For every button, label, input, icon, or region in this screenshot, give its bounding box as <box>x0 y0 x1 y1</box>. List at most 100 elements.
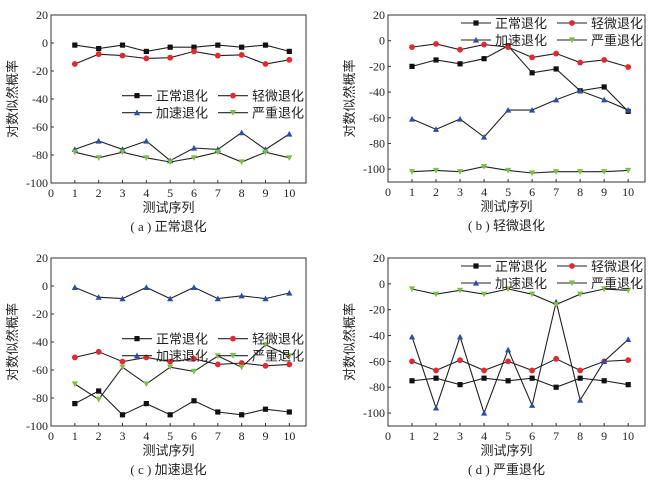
series-line <box>74 286 290 300</box>
marker-triangle-up <box>577 397 584 403</box>
marker-square <box>577 375 583 381</box>
series-line <box>411 301 629 415</box>
marker-circle <box>119 52 126 59</box>
subplot-d: 0 1 2 3 4 5 6 7 8 9 10 -100 -80 -60 -40 -20 0 20 测试序列 对数似然概… <box>330 241 660 482</box>
marker-square <box>262 406 269 412</box>
legend-label: 加速退化 <box>156 106 208 121</box>
x-tick-label: 2 <box>96 429 102 443</box>
y-tick-label: -100 <box>26 419 48 433</box>
subplot-caption: ( c ) 加速退化 <box>130 462 206 477</box>
marker-triangle-down <box>167 159 174 166</box>
marker-square <box>167 412 173 418</box>
marker-triangle-up <box>95 294 102 300</box>
marker-triangle-down <box>238 364 245 371</box>
x-tick-label: 2 <box>433 185 439 199</box>
x-tick-label: 10 <box>283 429 295 443</box>
chart-a: 0 1 2 3 4 5 6 7 8 9 10 -100 -80 -60 -40 -20 0 20 测试序列 对数似然概… <box>5 8 307 234</box>
marker-triangle-down <box>577 169 584 175</box>
marker-triangle-down <box>238 159 245 166</box>
x-tick-label: 3 <box>457 185 463 199</box>
marker-triangle-up <box>504 346 512 353</box>
series-line <box>74 50 290 65</box>
marker-circle <box>230 335 236 342</box>
marker-circle <box>238 360 245 366</box>
legend-label: 严重退化 <box>252 349 304 364</box>
marker-square <box>143 401 149 407</box>
marker-circle <box>553 355 560 362</box>
marker-circle <box>286 56 293 63</box>
x-tick-label: 4 <box>143 186 149 200</box>
series-line <box>411 358 629 372</box>
series-1 <box>409 41 632 70</box>
marker-triangle-up <box>190 144 198 151</box>
marker-square <box>433 375 439 381</box>
marker-circle <box>505 358 511 365</box>
marker-triangle-up <box>480 409 488 416</box>
marker-square <box>409 63 415 69</box>
y-tick-label: 0 <box>42 279 48 293</box>
marker-square <box>286 409 292 415</box>
marker-triangle-up <box>625 106 632 113</box>
marker-square <box>481 375 487 381</box>
marker-square <box>191 44 197 50</box>
marker-square <box>96 388 102 394</box>
marker-square <box>72 401 78 407</box>
marker-circle <box>625 357 632 363</box>
marker-triangle-down <box>625 287 632 294</box>
series-line <box>74 131 290 162</box>
marker-circle <box>119 358 126 365</box>
legend-label: 正常退化 <box>495 259 547 274</box>
legend-label: 加速退化 <box>495 33 547 48</box>
series-line <box>411 90 629 138</box>
series-3 <box>71 149 293 166</box>
marker-square <box>433 57 439 63</box>
marker-circle <box>286 361 293 368</box>
x-tick-label: 8 <box>239 429 245 443</box>
legend-label: 正常退化 <box>495 16 547 31</box>
x-tick-label: 8 <box>239 186 245 200</box>
marker-circle <box>191 48 197 55</box>
y-axis-label: 对数似然概率 <box>5 60 20 138</box>
y-tick-label: 20 <box>373 251 385 265</box>
marker-triangle-up <box>553 96 560 103</box>
series-line <box>74 344 290 401</box>
marker-triangle-down <box>286 155 293 161</box>
plot-frame <box>387 257 646 427</box>
marker-triangle-up <box>625 336 632 343</box>
marker-triangle-down <box>143 381 150 388</box>
marker-triangle-up <box>601 358 608 364</box>
marker-circle <box>71 61 78 67</box>
subplot-a: 0 1 2 3 4 5 6 7 8 9 10 -100 -80 -60 -40 -20 0 20 测试序列 对数似然概… <box>0 0 330 241</box>
marker-triangle-down <box>119 149 126 156</box>
series-3 <box>71 342 293 403</box>
marker-triangle-down <box>601 286 608 293</box>
marker-circle <box>191 355 197 362</box>
marker-square <box>215 409 221 415</box>
marker-circle <box>601 57 608 63</box>
marker-circle <box>569 263 575 269</box>
marker-circle <box>409 358 415 365</box>
legend-label: 轻微退化 <box>252 89 304 104</box>
y-tick-label: 0 <box>42 36 48 50</box>
marker-square <box>529 375 535 381</box>
y-tick-label: -40 <box>32 335 48 349</box>
x-tick-label: 2 <box>96 186 102 200</box>
marker-triangle-down <box>456 287 464 294</box>
marker-square <box>215 42 221 48</box>
series-1 <box>71 348 293 369</box>
marker-square <box>505 378 511 384</box>
chart-d: 0 1 2 3 4 5 6 7 8 9 10 -100 -80 -60 -40 -20 0 20 测试序列 对数似然概… <box>342 251 646 477</box>
subplot-c: 0 1 2 3 4 5 6 7 8 9 10 -100 -80 -60 -40 -20 0 20 测试序列 对数似然概… <box>0 241 330 482</box>
marker-triangle-down <box>286 353 293 360</box>
x-tick-label: 9 <box>601 185 607 199</box>
marker-triangle-down <box>71 381 78 388</box>
marker-square <box>239 44 245 50</box>
series-0 <box>409 43 631 114</box>
series-3 <box>408 286 632 308</box>
series-0 <box>72 42 292 54</box>
x-tick-label: 10 <box>622 185 634 199</box>
marker-square <box>96 46 102 52</box>
marker-circle <box>481 367 487 374</box>
